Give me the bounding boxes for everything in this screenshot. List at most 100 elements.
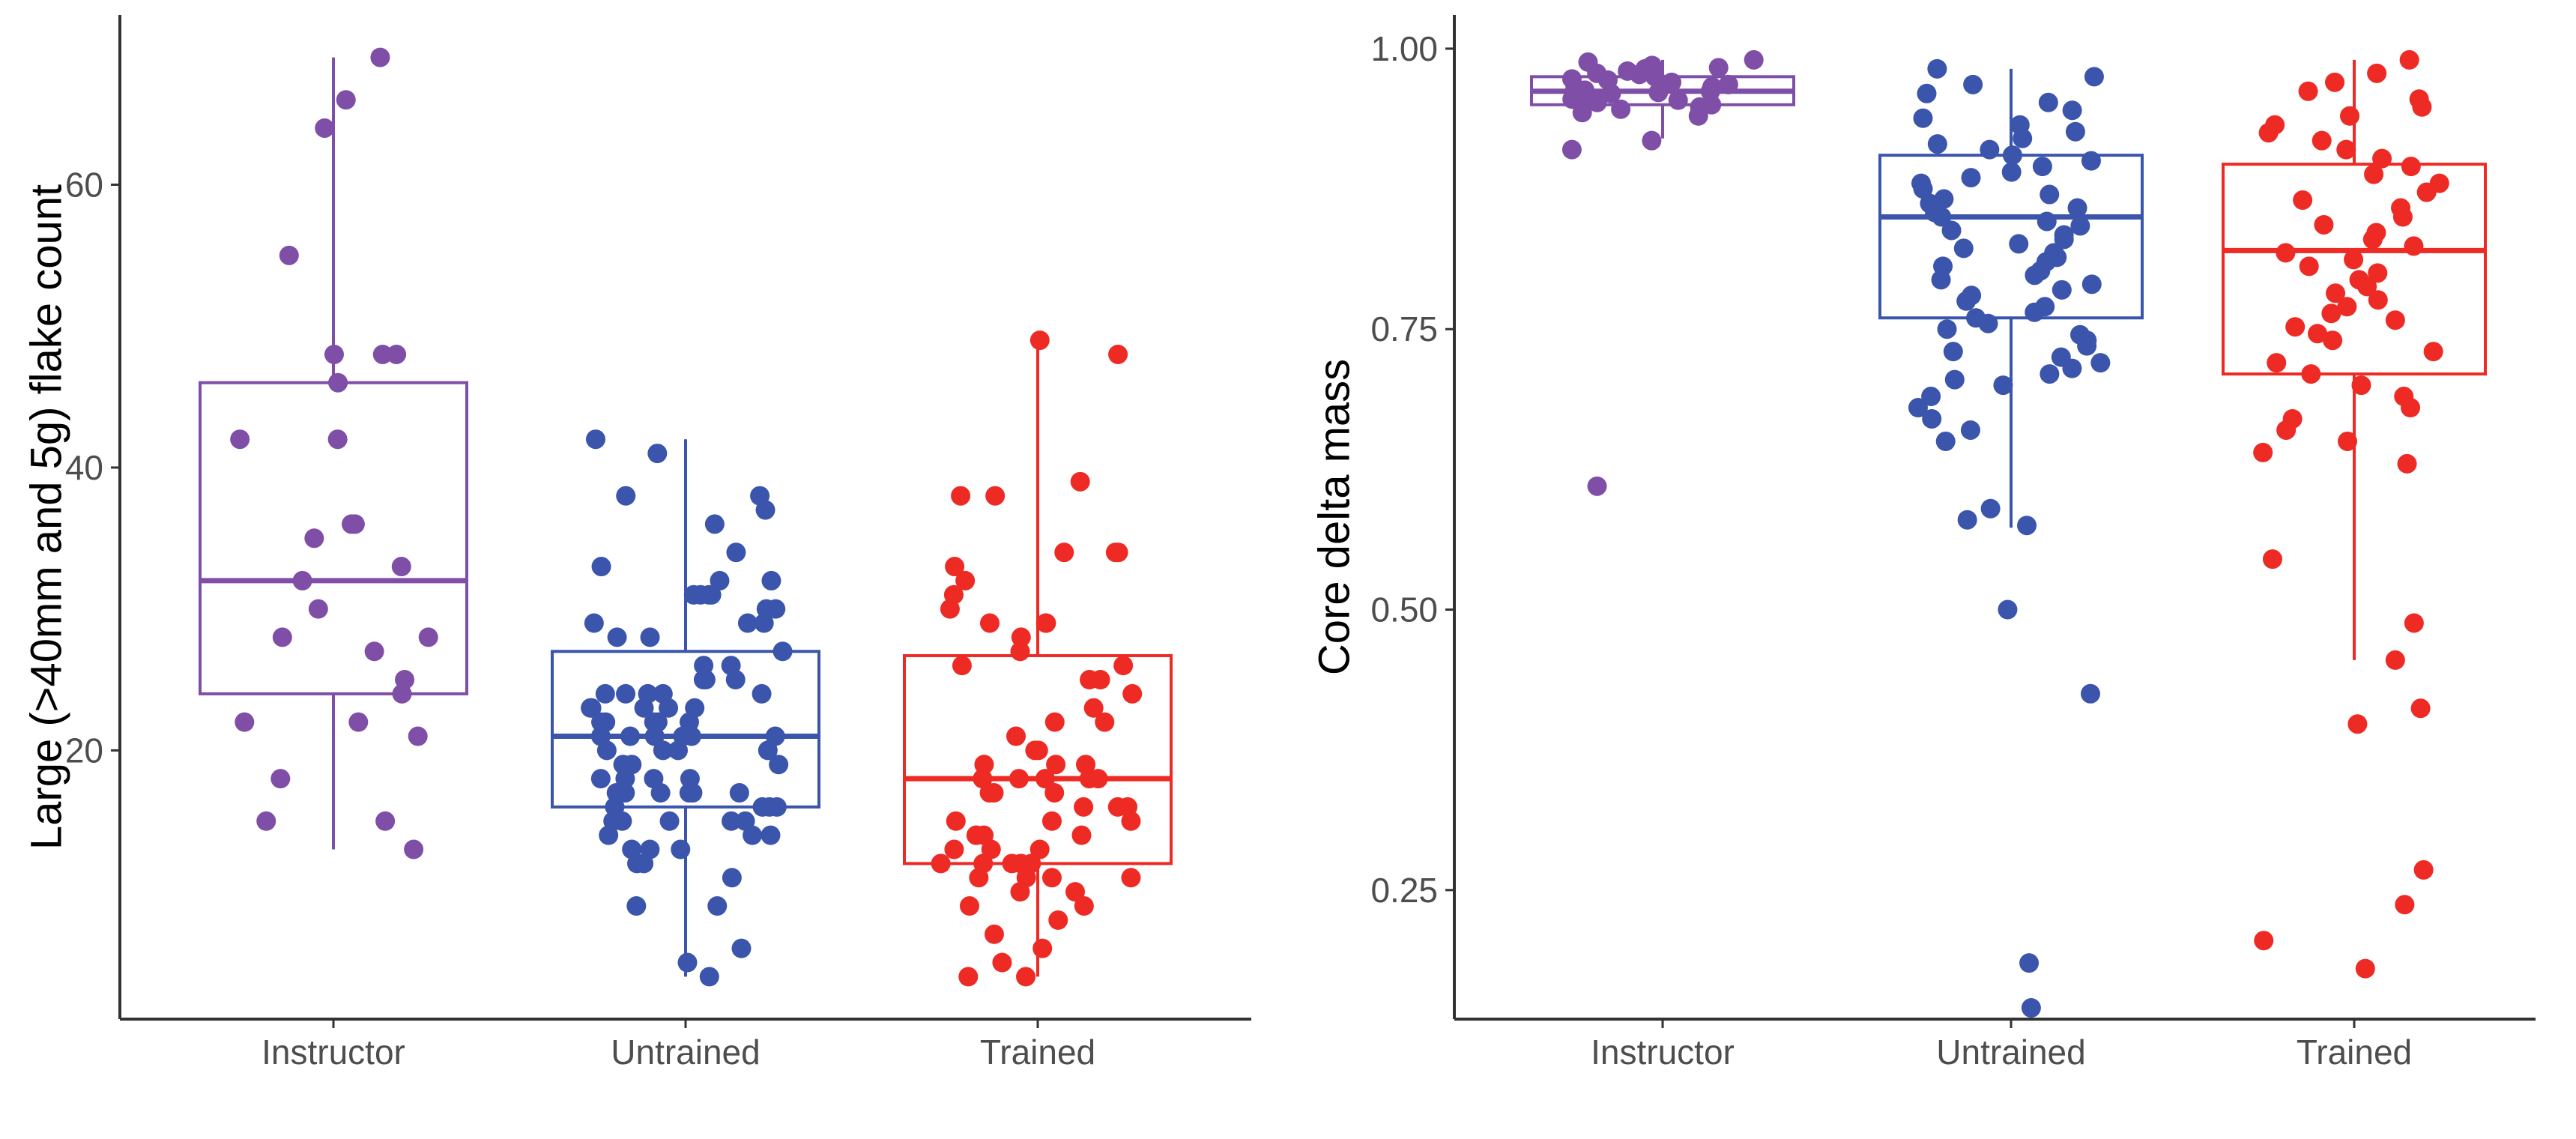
data-point-untrained	[616, 486, 636, 506]
y-tick-label: 40	[65, 448, 103, 487]
data-point-trained	[1054, 543, 1074, 563]
data-point-trained	[1070, 471, 1090, 492]
data-point-untrained	[653, 740, 673, 761]
data-point-untrained	[1927, 58, 1947, 79]
x-tick-label-untrained: Untrained	[1936, 1033, 2085, 1072]
data-point-trained	[1041, 811, 1062, 831]
data-point-untrained	[650, 783, 671, 803]
data-point-trained	[1083, 698, 1104, 718]
data-point-untrained	[1956, 291, 1977, 311]
data-point-trained	[1107, 797, 1128, 817]
data-point-trained	[944, 839, 964, 859]
data-point-untrained	[1978, 313, 1998, 333]
data-point-trained	[2401, 157, 2421, 177]
data-point-trained	[2344, 250, 2364, 270]
data-point-untrained	[731, 938, 752, 958]
data-point-trained	[1095, 712, 1115, 732]
data-point-trained	[2267, 353, 2287, 373]
data-point-trained	[1121, 811, 1141, 831]
data-point-untrained	[2025, 302, 2045, 322]
data-point-untrained	[1922, 408, 1942, 429]
data-point-untrained	[595, 683, 615, 704]
data-point-instructor	[1718, 74, 1738, 94]
data-point-untrained	[2084, 67, 2104, 87]
data-point-trained	[984, 783, 1004, 803]
data-point-trained	[951, 486, 971, 506]
data-point-untrained	[773, 641, 793, 662]
data-point-untrained	[1908, 398, 1928, 418]
data-point-trained	[2395, 895, 2415, 915]
data-point-untrained	[2062, 358, 2082, 378]
data-point-instructor	[404, 839, 424, 859]
data-point-untrained	[644, 726, 665, 746]
data-point-trained	[1071, 825, 1092, 845]
data-point-trained	[1113, 656, 1134, 676]
data-point-untrained	[2032, 157, 2052, 177]
data-point-untrained	[659, 811, 680, 831]
data-point-trained	[1016, 967, 1036, 987]
data-point-untrained	[1944, 369, 1965, 390]
data-point-trained	[1010, 882, 1030, 902]
data-point-trained	[2326, 283, 2346, 303]
points-trained	[931, 330, 1143, 987]
data-point-trained	[966, 825, 986, 845]
data-point-instructor	[304, 528, 324, 549]
data-point-instructor	[315, 118, 335, 138]
data-point-untrained	[591, 557, 611, 577]
data-point-trained	[969, 868, 989, 888]
data-point-trained	[2337, 297, 2357, 317]
data-point-untrained	[707, 896, 728, 916]
data-point-untrained	[1932, 207, 1952, 227]
data-point-instructor	[1668, 90, 1688, 110]
data-point-untrained	[2040, 364, 2060, 384]
data-point-trained	[2404, 236, 2424, 256]
data-point-untrained	[737, 613, 758, 633]
data-point-trained	[2355, 958, 2375, 979]
data-point-instructor	[235, 712, 255, 732]
data-point-untrained	[761, 825, 781, 845]
data-point-untrained	[710, 570, 730, 590]
data-point-trained	[1080, 670, 1100, 690]
data-point-trained	[2299, 256, 2319, 277]
points-instructor	[1561, 49, 1764, 496]
data-point-untrained	[2081, 274, 2102, 294]
data-point-untrained	[1931, 270, 1951, 290]
data-point-untrained	[607, 627, 627, 647]
data-point-untrained	[626, 896, 647, 916]
data-point-trained	[1044, 712, 1065, 732]
data-point-trained	[2336, 139, 2356, 160]
data-point-untrained	[2002, 145, 2022, 166]
data-point-untrained	[640, 627, 660, 647]
data-point-untrained	[2038, 92, 2058, 112]
data-point-trained	[984, 924, 1004, 944]
data-point-trained	[2285, 317, 2306, 337]
data-point-trained	[2413, 859, 2434, 880]
data-point-instructor	[391, 557, 411, 577]
data-point-trained	[2364, 164, 2384, 184]
data-point-untrained	[668, 740, 689, 761]
data-point-untrained	[2080, 683, 2100, 704]
data-point-untrained	[2040, 184, 2060, 205]
data-point-untrained	[634, 698, 654, 718]
data-point-instructor	[1561, 139, 1582, 160]
data-point-untrained	[699, 967, 719, 987]
data-point-untrained	[2062, 100, 2082, 121]
data-point-trained	[1046, 755, 1066, 775]
data-point-untrained	[2090, 353, 2111, 373]
data-point-untrained	[671, 839, 691, 859]
data-point-trained	[1079, 769, 1099, 789]
data-point-untrained	[2070, 216, 2090, 236]
data-point-instructor	[230, 429, 250, 450]
data-point-instructor	[1708, 58, 1729, 78]
data-point-untrained	[754, 613, 774, 633]
data-point-trained	[931, 854, 951, 874]
data-point-trained	[2262, 549, 2282, 570]
data-point-untrained	[2001, 162, 2022, 182]
points-trained	[2253, 49, 2449, 979]
data-point-instructor	[418, 627, 438, 647]
y-tick-label: 0.50	[1370, 590, 1438, 629]
data-point-untrained	[659, 698, 679, 718]
data-point-instructor	[1587, 92, 1607, 112]
data-point-untrained	[616, 683, 636, 704]
data-point-trained	[2301, 364, 2321, 384]
